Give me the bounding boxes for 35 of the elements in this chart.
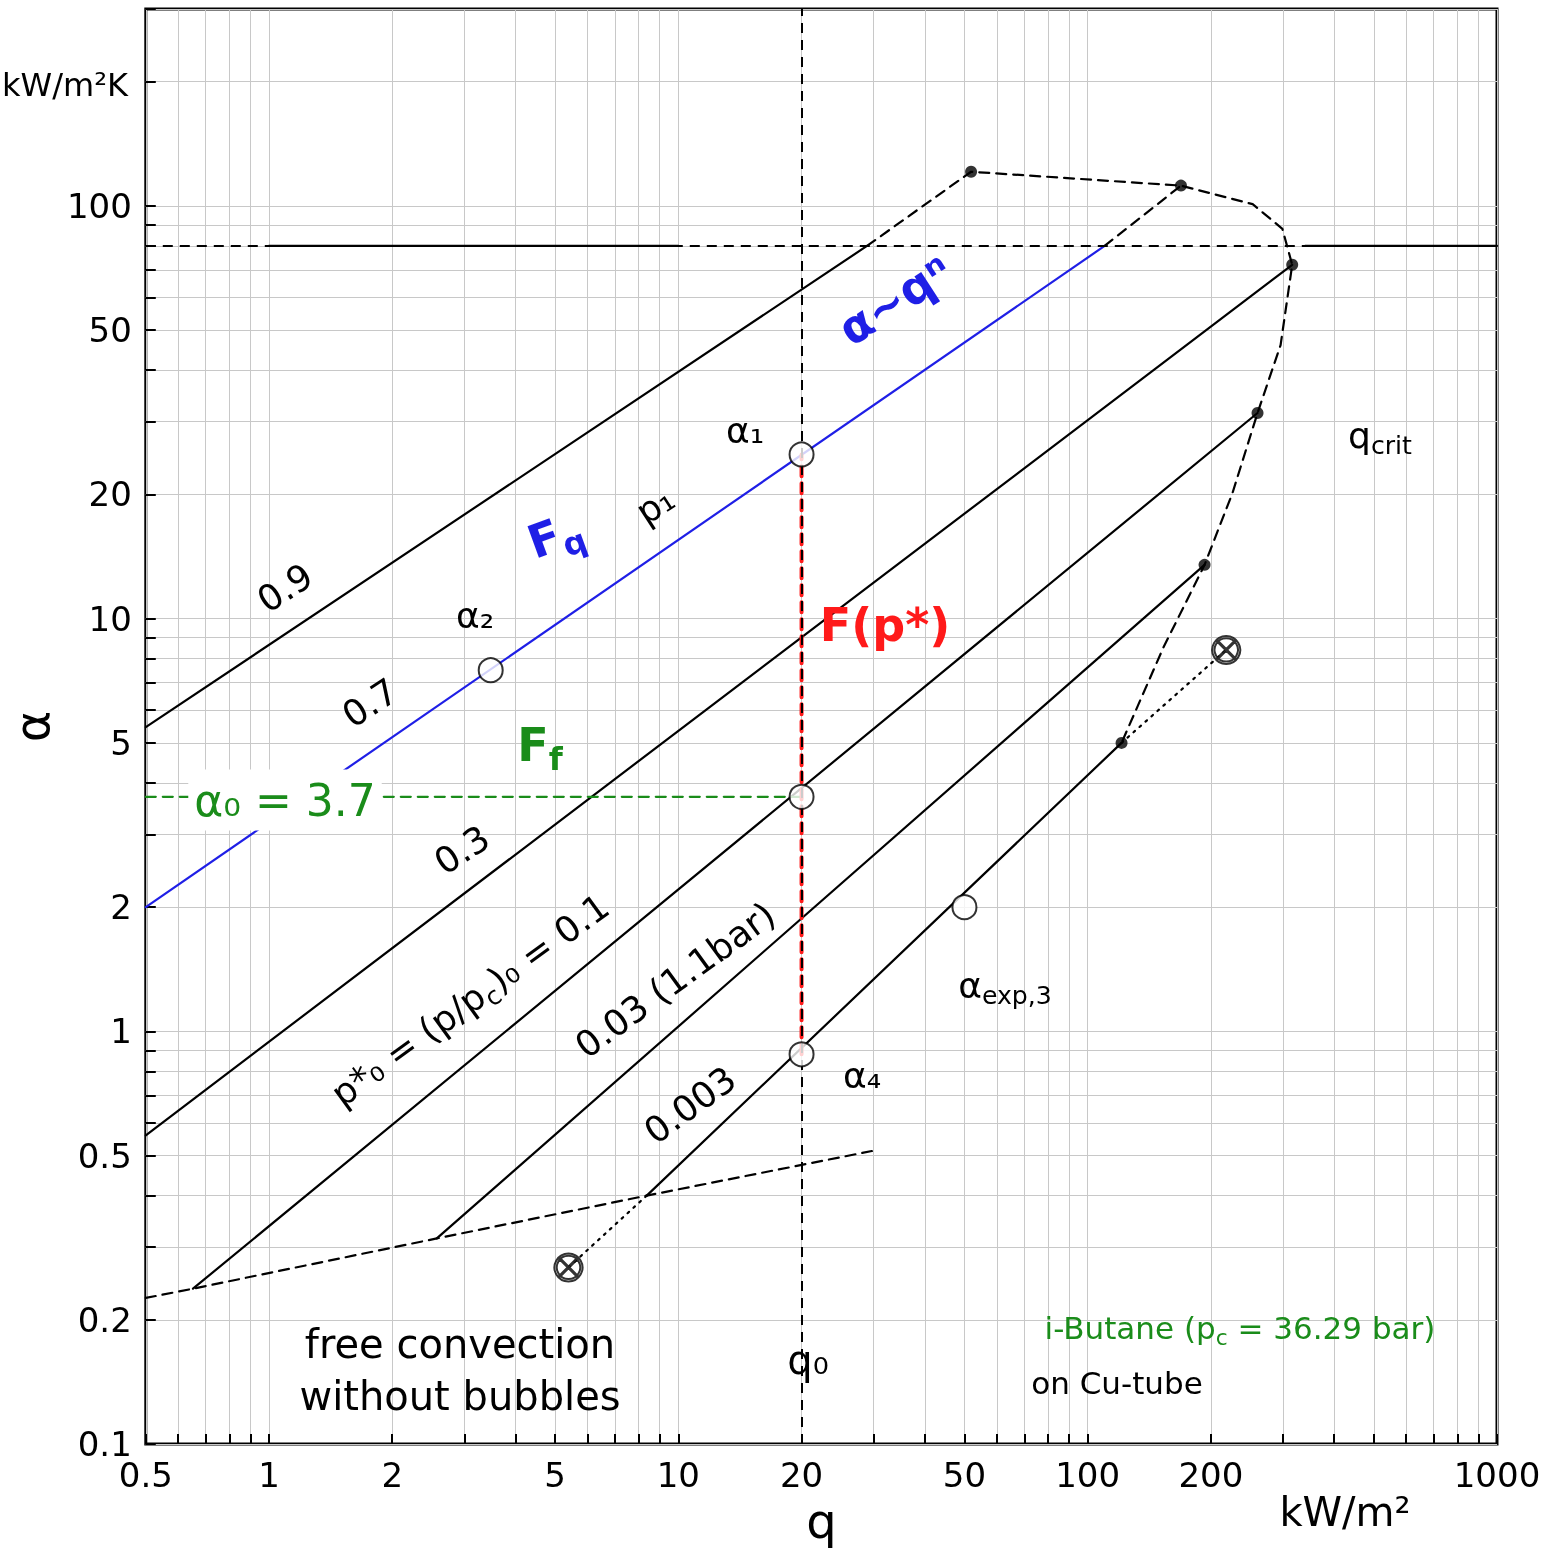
text: kW/m² xyxy=(1279,1489,1411,1535)
x-tick-label: 200 xyxy=(1178,1455,1244,1496)
y-axis-title: α xyxy=(4,710,60,743)
x-tick-label: 1000 xyxy=(1453,1455,1541,1496)
x-tick-label: 1 xyxy=(258,1455,280,1496)
y-tick-label: 2 xyxy=(110,887,132,928)
y-tick-label: 5 xyxy=(110,722,132,763)
annotation: α₂ xyxy=(455,594,495,636)
y-tick-label: 0.2 xyxy=(77,1299,132,1340)
y-tick-label: 1 xyxy=(110,1011,132,1052)
annotation: p₁ xyxy=(628,477,682,533)
x-tick-label: 10 xyxy=(656,1455,700,1496)
annotation: free convection without bubbles xyxy=(299,1321,621,1419)
x-axis-title: q xyxy=(806,1493,837,1549)
annotation: on Cu-tube xyxy=(1031,1365,1203,1401)
annotation: α₄ xyxy=(842,1054,882,1096)
annotation: 0.3 xyxy=(426,817,498,883)
annotation: 0.9 xyxy=(249,555,321,621)
x-tick-label: 2 xyxy=(381,1455,404,1496)
annotation: α₀ = 3.7 xyxy=(194,774,376,826)
y-tick-label: 100 xyxy=(66,185,132,226)
y-tick-label: 50 xyxy=(88,310,132,351)
y-tick-label: 0.5 xyxy=(77,1135,132,1176)
x-tick-label: 5 xyxy=(544,1455,566,1496)
annotation: α₁ xyxy=(725,409,765,451)
x-tick-label: 100 xyxy=(1055,1455,1121,1496)
x-tick-label: 20 xyxy=(779,1455,824,1496)
annotation: Fq xyxy=(520,508,592,570)
annotation: F(p*) xyxy=(819,598,951,652)
annotation: 0.7 xyxy=(334,670,406,736)
y-tick-label: 20 xyxy=(88,474,132,515)
text: kW/m²K xyxy=(2,66,129,104)
x-tick-label: 50 xyxy=(942,1455,987,1496)
y-tick-label: 10 xyxy=(88,598,132,639)
annotation: q₀ xyxy=(787,1337,829,1383)
